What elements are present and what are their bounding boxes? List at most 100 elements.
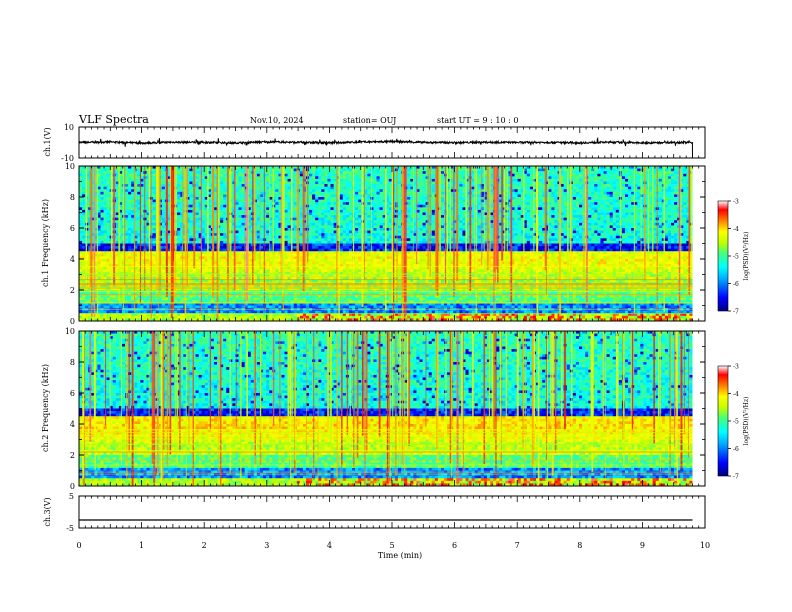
spectrogram-cell	[499, 189, 503, 193]
spectrogram-cell	[471, 207, 476, 211]
spectrogram-cell	[312, 204, 316, 208]
spectrogram-cell	[520, 225, 525, 229]
spectrogram-cell	[529, 171, 534, 175]
spectrogram-cell	[358, 222, 362, 226]
spectrogram-cell	[348, 215, 353, 219]
spectrogram-cell	[91, 178, 95, 182]
spectrogram-cell	[235, 209, 239, 213]
spectrogram-cell	[186, 194, 190, 198]
spectrogram-cell	[134, 228, 138, 231]
spectrogram-cell	[539, 184, 543, 188]
spectrogram-cell	[293, 173, 298, 177]
spectrogram-cell	[278, 178, 282, 182]
spectrogram-cell	[462, 184, 466, 188]
spectrogram-cell	[664, 222, 669, 226]
spectrogram-cell	[299, 217, 304, 221]
spectrogram-cell	[207, 207, 212, 211]
spectrogram-cell	[266, 209, 270, 213]
spectrogram-cell	[563, 173, 568, 177]
spectrogram-cell	[545, 225, 549, 229]
spectrogram-cell	[115, 225, 120, 229]
spectrogram-cell	[649, 199, 654, 203]
spectrogram-cell	[664, 184, 669, 188]
spectrogram-cell	[517, 197, 522, 200]
spectrogram-cell	[637, 176, 641, 180]
spectrogram-cell	[621, 176, 626, 180]
spectrogram-cell	[480, 197, 485, 200]
spectrogram-cell	[312, 176, 316, 180]
spectrogram-cell	[180, 168, 184, 172]
spectrogram-cell	[683, 202, 687, 206]
spectrogram-cell	[358, 168, 362, 172]
spectrogram-cell	[440, 215, 445, 219]
spectrogram-cell	[342, 168, 347, 172]
spectrogram-cell	[370, 199, 374, 203]
spectrogram-cell	[652, 199, 657, 203]
spectrogram-cell	[398, 215, 402, 219]
spectrogram-cell	[327, 184, 331, 188]
spectrogram-cell	[115, 207, 120, 211]
spectrogram-cell	[572, 228, 577, 231]
spectrogram-cell	[483, 228, 488, 231]
spectrogram-cell	[97, 209, 101, 213]
spectrogram-cell	[97, 228, 101, 231]
spectrogram-cell	[483, 186, 488, 190]
spectrogram-cell	[213, 186, 218, 190]
spectrogram-cell	[450, 191, 454, 195]
spectrogram-cell	[514, 168, 519, 172]
spectrogram-cell	[137, 215, 141, 219]
spectrogram-cell	[588, 189, 592, 193]
spectrogram-cell	[490, 209, 494, 213]
spectrogram-cell	[683, 173, 687, 177]
spectrogram-cell	[671, 189, 675, 193]
spectrogram-cell	[241, 225, 246, 229]
spectrogram-cell	[431, 207, 436, 211]
spectrogram-cell	[284, 215, 288, 219]
spectrogram-cell	[321, 189, 325, 193]
spectrogram-cell	[425, 222, 430, 226]
spectrogram-cell	[131, 202, 135, 206]
spectrogram-cell	[422, 225, 427, 229]
spectrogram-cell	[379, 225, 384, 229]
spectrogram-cell	[131, 204, 135, 208]
spectrogram-cell	[309, 220, 313, 224]
spectrogram-cell	[259, 178, 264, 182]
spectrogram-cell	[440, 189, 445, 193]
spectrogram-cell	[575, 207, 580, 211]
spectrogram-cell	[272, 171, 276, 175]
spectrogram-cell	[223, 222, 227, 226]
spectrogram-cell	[256, 202, 261, 206]
spectrogram-cell	[253, 202, 258, 206]
spectrogram-cell	[195, 209, 200, 213]
spectrogram-cell	[431, 220, 436, 224]
spectrogram-cell	[342, 171, 347, 175]
spectrogram-cell	[471, 222, 476, 226]
spectrogram-cell	[529, 207, 534, 211]
spectrogram-cell	[588, 181, 592, 185]
spectrogram-cell	[671, 186, 675, 190]
spectrogram-cell	[140, 212, 144, 216]
spectrogram-cell	[471, 199, 476, 203]
spectrogram-cell	[597, 215, 601, 219]
spectrogram-cell	[597, 212, 601, 216]
spectrogram-cell	[637, 168, 641, 172]
spectrogram-cell	[373, 202, 377, 206]
spectrogram-cell	[407, 228, 411, 231]
spectrogram-cell	[450, 199, 454, 203]
spectrogram-cell	[207, 197, 212, 200]
spectrogram-cell	[554, 204, 558, 208]
spectrogram-cell	[198, 189, 203, 193]
spectrogram-cell	[560, 220, 565, 224]
spectrogram-cell	[594, 194, 598, 198]
spectrogram-cell	[312, 189, 316, 193]
spectrogram-cell	[578, 209, 583, 213]
spectrogram-cell	[465, 181, 469, 185]
spectrogram-cell	[431, 194, 436, 198]
spectrogram-cell	[382, 181, 387, 185]
spectrogram-cell	[529, 212, 534, 216]
spectrogram-cell	[637, 204, 641, 208]
spectrogram-cell	[379, 171, 384, 175]
spectrogram-cell	[459, 197, 463, 200]
spectrogram-cell	[364, 189, 368, 193]
spectrogram-cell	[201, 181, 206, 185]
